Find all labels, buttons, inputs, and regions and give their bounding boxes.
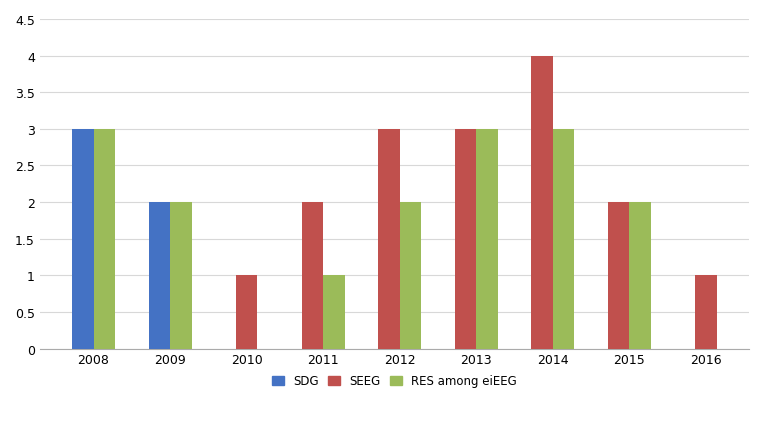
Bar bbox=[302, 203, 323, 349]
Bar bbox=[149, 203, 170, 349]
Bar bbox=[455, 130, 477, 349]
Bar bbox=[695, 276, 717, 349]
Bar bbox=[323, 276, 345, 349]
Bar bbox=[608, 203, 630, 349]
Bar bbox=[72, 130, 93, 349]
Bar bbox=[532, 56, 553, 349]
Bar bbox=[553, 130, 575, 349]
Bar bbox=[477, 130, 498, 349]
Bar bbox=[630, 203, 651, 349]
Bar bbox=[93, 130, 115, 349]
Bar bbox=[378, 130, 400, 349]
Bar bbox=[170, 203, 192, 349]
Bar bbox=[236, 276, 257, 349]
Legend: SDG, SEEG, RES among eiEEG: SDG, SEEG, RES among eiEEG bbox=[267, 370, 522, 392]
Bar bbox=[400, 203, 421, 349]
